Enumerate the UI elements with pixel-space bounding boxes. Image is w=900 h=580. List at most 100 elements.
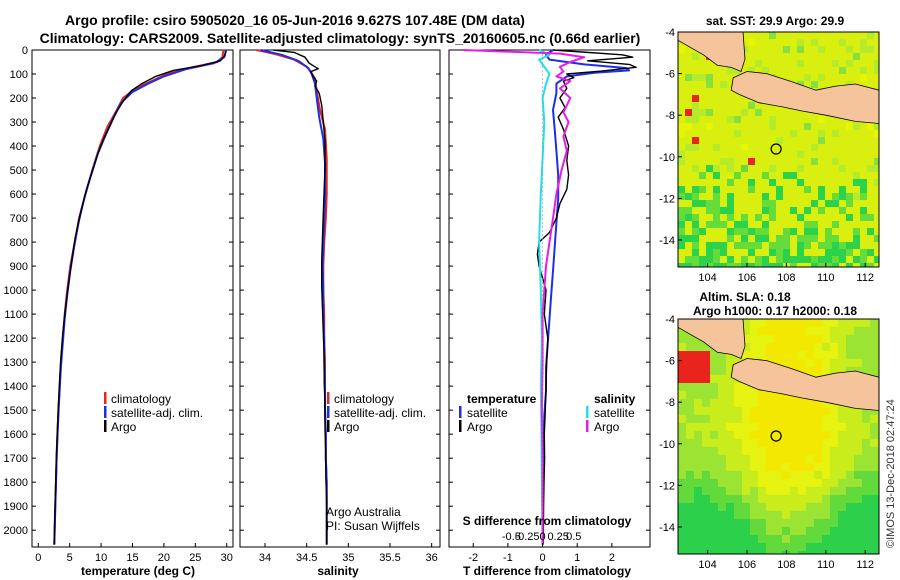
map-cell <box>782 519 790 527</box>
map-cell <box>854 335 862 343</box>
map-cell <box>853 193 860 200</box>
s-diff-tick-label: -0.25 <box>514 531 539 543</box>
map-cell <box>769 151 776 158</box>
depth-tick-label: 1000 <box>4 285 28 297</box>
map-cell <box>790 172 797 179</box>
map-cell <box>755 221 762 228</box>
lat-tick-label: -10 <box>659 152 675 164</box>
map-cell <box>734 179 741 186</box>
map-cell <box>686 551 694 554</box>
map-cell <box>853 74 860 81</box>
map-cell <box>734 455 742 463</box>
map-cell <box>846 53 853 60</box>
map-cell <box>846 242 853 249</box>
map-cell <box>692 123 699 130</box>
map-cell <box>727 123 734 130</box>
map-cell <box>825 137 832 144</box>
map-cell <box>678 200 685 207</box>
map-cell <box>774 455 782 463</box>
map-cell <box>692 207 699 214</box>
map-cell <box>762 137 769 144</box>
map-cell <box>854 551 862 554</box>
map-cell <box>860 32 867 39</box>
map-cell <box>874 235 879 242</box>
map-cell <box>825 235 832 242</box>
map-cell <box>806 423 814 431</box>
map-cell <box>720 109 727 116</box>
map-cell <box>818 158 825 165</box>
map-cell <box>790 144 797 151</box>
map-cell <box>870 463 878 471</box>
map-cell <box>825 172 832 179</box>
map-cell <box>818 179 825 186</box>
map-cell <box>713 144 720 151</box>
map-cell <box>783 165 790 172</box>
map-cell <box>734 543 742 551</box>
map-cell <box>678 487 686 495</box>
map-cell <box>720 130 727 137</box>
map-cell <box>685 235 692 242</box>
map-cell <box>699 102 706 109</box>
map-cell <box>710 543 718 551</box>
map-cell <box>832 207 839 214</box>
map-cell <box>718 543 726 551</box>
map-cell <box>860 263 867 267</box>
map-cell <box>678 46 685 53</box>
map-cell <box>713 74 720 81</box>
depth-tick-label: 1400 <box>4 381 28 393</box>
map-cell <box>783 186 790 193</box>
map-cell <box>758 335 766 343</box>
map-cell <box>685 207 692 214</box>
map-cell <box>797 39 804 46</box>
map-cell <box>832 158 839 165</box>
map-cell <box>762 39 769 46</box>
map-cell <box>734 228 741 235</box>
map-cell <box>762 193 769 200</box>
legend-argo-label: Argo <box>111 420 137 434</box>
map-cell <box>854 407 862 415</box>
map-cell <box>853 137 860 144</box>
map-cell <box>748 193 755 200</box>
map-cell <box>846 327 854 335</box>
map-cell <box>774 543 782 551</box>
map-cell <box>870 511 878 519</box>
map-cell <box>742 439 750 447</box>
map-cell <box>846 479 854 487</box>
map-cell <box>797 200 804 207</box>
map-cell <box>790 214 797 221</box>
map-cell <box>790 235 797 242</box>
map-cell <box>727 263 734 267</box>
map-cell <box>706 102 713 109</box>
map-cell <box>874 263 879 267</box>
map-cell <box>825 193 832 200</box>
map-cell <box>818 193 825 200</box>
map-cell <box>811 158 818 165</box>
map-cell <box>678 130 685 137</box>
map-cell <box>782 535 790 543</box>
map-cell <box>839 116 846 123</box>
map-cell <box>702 455 710 463</box>
map-cell <box>822 519 830 527</box>
map-cell <box>870 367 878 375</box>
map-cell <box>870 327 878 335</box>
map-cell <box>830 471 838 479</box>
map-cell <box>692 165 699 172</box>
map-cell <box>839 39 846 46</box>
map-cell <box>727 193 734 200</box>
imos-credit: ©IMOS 13-Dec-2018 02:47:24 <box>885 399 897 548</box>
map-cell <box>713 193 720 200</box>
map-cell <box>797 263 804 267</box>
map-cell <box>718 367 726 375</box>
map-cell <box>839 179 846 186</box>
map-cell <box>790 455 798 463</box>
map-cell <box>713 179 720 186</box>
map-cell <box>838 367 846 375</box>
map-cell <box>694 495 702 503</box>
map-cell <box>769 228 776 235</box>
map-cell <box>734 102 741 109</box>
map-cell <box>822 447 830 455</box>
legend-satellite-swatch <box>104 406 107 418</box>
map-cell <box>713 256 720 263</box>
map-cell <box>782 407 790 415</box>
lon-tick-label: 108 <box>777 559 795 571</box>
